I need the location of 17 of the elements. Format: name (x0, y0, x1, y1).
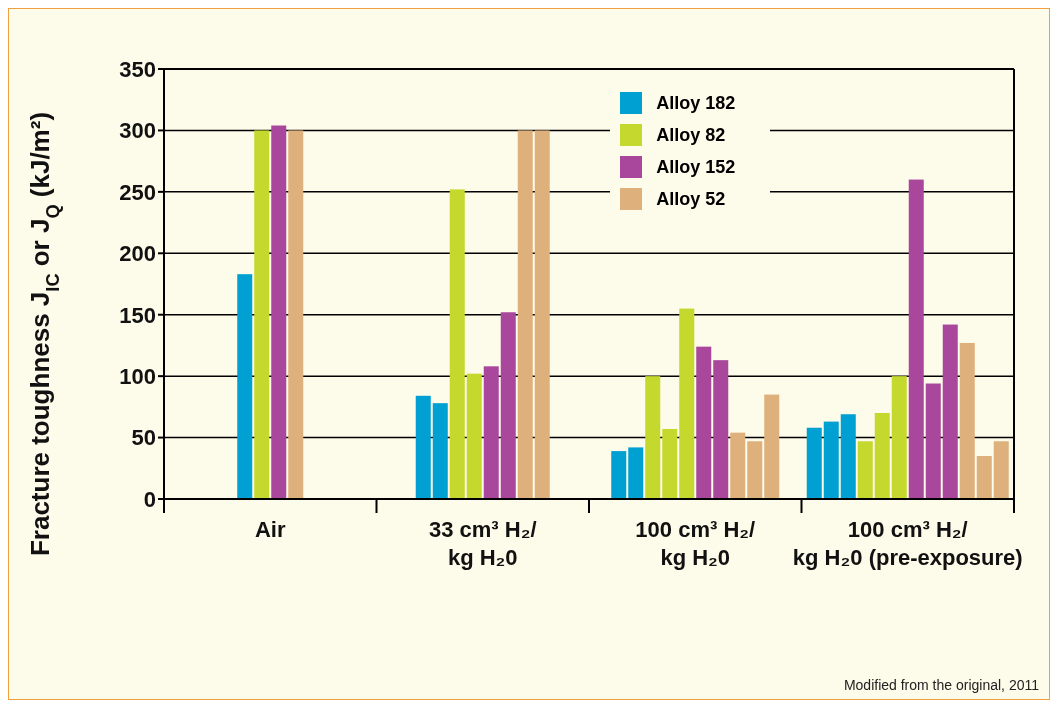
x-tick-label: 100 cm³ H₂/ kg H₂0 (pre-exposure) (792, 517, 1023, 570)
y-tick-label: 0 (143, 486, 156, 512)
y-tick-label: 200 (119, 241, 156, 267)
x-tick-label: 100 cm³ H₂/ kg H₂0 (635, 517, 756, 570)
y-tick-label: 250 (119, 179, 156, 205)
x-tick-label: 33 cm³ H₂/ kg H₂0 (428, 517, 537, 570)
legend-label: Alloy 182 (656, 92, 736, 114)
legend-label: Alloy 82 (656, 124, 726, 146)
y-tick-label: 350 (119, 56, 156, 82)
legend-label: Alloy 52 (656, 188, 726, 210)
legend-label: Alloy 152 (656, 156, 736, 178)
y-tick-label: 150 (119, 302, 156, 328)
y-tick-label: 100 (119, 363, 156, 389)
y-tick-label: 300 (119, 118, 156, 144)
y-tick-label: 50 (131, 425, 156, 451)
text: Modified from the original, 2011 (843, 677, 1039, 693)
x-tick-label: Air (254, 517, 286, 542)
